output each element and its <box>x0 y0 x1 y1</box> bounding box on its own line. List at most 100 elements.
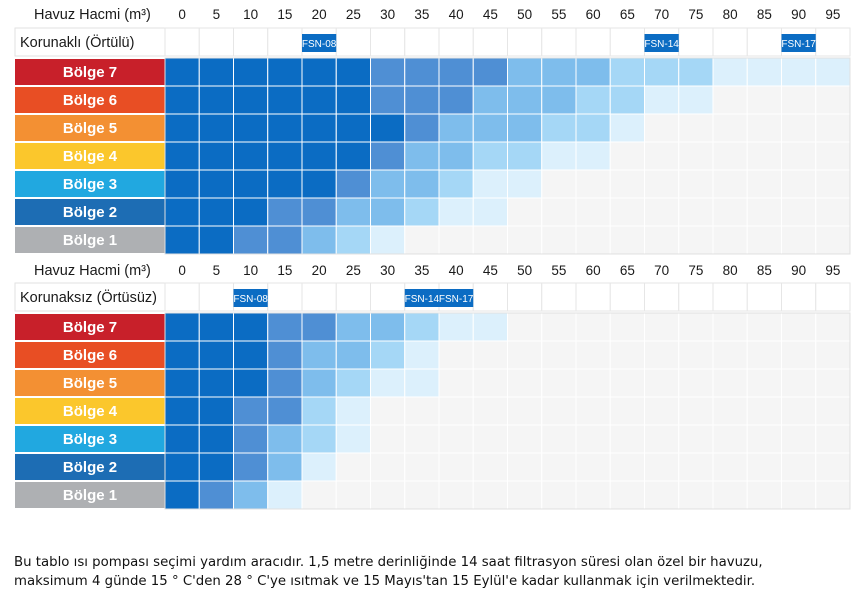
volume-tick-label: 30 <box>380 263 395 278</box>
section-grid-cell <box>164 27 200 57</box>
heat-cell <box>541 480 577 510</box>
section-grid-cell <box>198 27 234 57</box>
model-marker <box>302 34 337 52</box>
zone-label: Bölge 1 <box>63 232 117 249</box>
heat-cell <box>438 113 474 143</box>
volume-tick-label: 90 <box>791 7 806 22</box>
heat-cell <box>575 368 611 398</box>
section-grid-cell <box>712 27 748 57</box>
heat-grid-border <box>164 57 851 255</box>
section-grid-cell <box>678 27 714 57</box>
heat-cell <box>198 424 234 454</box>
heat-cell <box>404 424 440 454</box>
heat-cell <box>335 225 371 255</box>
heat-cell <box>507 396 543 426</box>
heat-cell <box>335 340 371 370</box>
zone-label: Bölge 2 <box>63 459 117 476</box>
heat-cell <box>438 480 474 510</box>
heatmap-table-2: Havuz Hacmi (m³) 0 5 10 15 20 25 30 35 40 45 50 55 60… <box>14 256 851 510</box>
volume-tick-label: 50 <box>517 7 532 22</box>
heat-cell <box>644 113 680 143</box>
zone-label-cell <box>15 199 165 225</box>
heat-cell <box>575 424 611 454</box>
heat-cell <box>370 85 406 115</box>
volume-tick-label: 85 <box>757 263 772 278</box>
heat-cell <box>781 141 817 171</box>
heat-cell <box>267 141 303 171</box>
heat-cell <box>575 340 611 370</box>
heat-cell <box>746 396 782 426</box>
heat-cell <box>335 396 371 426</box>
heat-cell <box>644 480 680 510</box>
section-label: Korunaksız (Örtüsüz) <box>20 288 157 306</box>
zone-label: Bölge 6 <box>63 347 117 364</box>
section-grid-cell <box>267 27 303 57</box>
heat-cell <box>781 312 817 342</box>
heat-cell <box>301 312 337 342</box>
heat-cell <box>507 85 543 115</box>
model-marker-label: FSN-17 <box>781 39 816 50</box>
volume-tick-label: 55 <box>551 263 566 278</box>
heat-cell <box>233 169 269 199</box>
model-marker <box>233 289 268 307</box>
heat-cell <box>472 225 508 255</box>
heat-cell <box>233 85 269 115</box>
heat-cell <box>335 169 371 199</box>
heat-cell <box>472 340 508 370</box>
heat-cell <box>233 312 269 342</box>
heat-cell <box>644 57 680 87</box>
zone-label-cell <box>15 314 165 340</box>
model-marker <box>439 289 474 307</box>
zone-label-cell <box>15 482 165 508</box>
heat-cell <box>404 368 440 398</box>
heat-cell <box>781 169 817 199</box>
heat-cell <box>164 480 200 510</box>
heat-cell <box>815 424 851 454</box>
heat-cell <box>267 480 303 510</box>
zone-label: Bölge 5 <box>63 120 117 137</box>
zone-label: Bölge 1 <box>63 487 117 504</box>
heat-cell <box>267 57 303 87</box>
heat-cell <box>507 197 543 227</box>
heat-cell <box>609 312 645 342</box>
heat-cell <box>438 141 474 171</box>
volume-tick-label: 85 <box>757 7 772 22</box>
heat-cell <box>267 225 303 255</box>
heat-cell <box>678 452 714 482</box>
heat-cell <box>198 396 234 426</box>
heat-cell <box>370 312 406 342</box>
volume-tick-label: 25 <box>346 7 361 22</box>
heat-cell <box>164 113 200 143</box>
model-marker-label: FSN-17 <box>439 294 474 305</box>
heat-cell <box>781 396 817 426</box>
volume-tick-label: 60 <box>586 263 601 278</box>
heat-cell <box>678 225 714 255</box>
heat-cell <box>678 340 714 370</box>
heat-cell <box>678 424 714 454</box>
heat-cell <box>815 197 851 227</box>
heat-cell <box>198 452 234 482</box>
volume-tick-label: 5 <box>213 7 221 22</box>
heat-cell <box>164 424 200 454</box>
heat-cell <box>815 452 851 482</box>
heat-cell <box>609 480 645 510</box>
heat-cell <box>712 424 748 454</box>
section-grid-cell <box>575 282 611 312</box>
volume-tick-label: 40 <box>449 7 464 22</box>
heat-cell <box>335 368 371 398</box>
zone-label-cell <box>15 87 165 113</box>
volume-tick-label: 0 <box>178 263 186 278</box>
heat-cell <box>746 424 782 454</box>
heat-cell <box>164 197 200 227</box>
section-grid-cell <box>335 282 371 312</box>
heat-cell <box>267 340 303 370</box>
heat-cell <box>781 424 817 454</box>
heat-cell <box>472 169 508 199</box>
heat-cell <box>541 368 577 398</box>
heat-cell <box>233 368 269 398</box>
heat-cell <box>267 396 303 426</box>
zone-label: Bölge 4 <box>63 148 118 165</box>
heat-cell <box>712 340 748 370</box>
heat-cell <box>438 396 474 426</box>
chart-footnote: Bu tablo ısı pompası seçimi yardım aracı… <box>14 553 849 591</box>
